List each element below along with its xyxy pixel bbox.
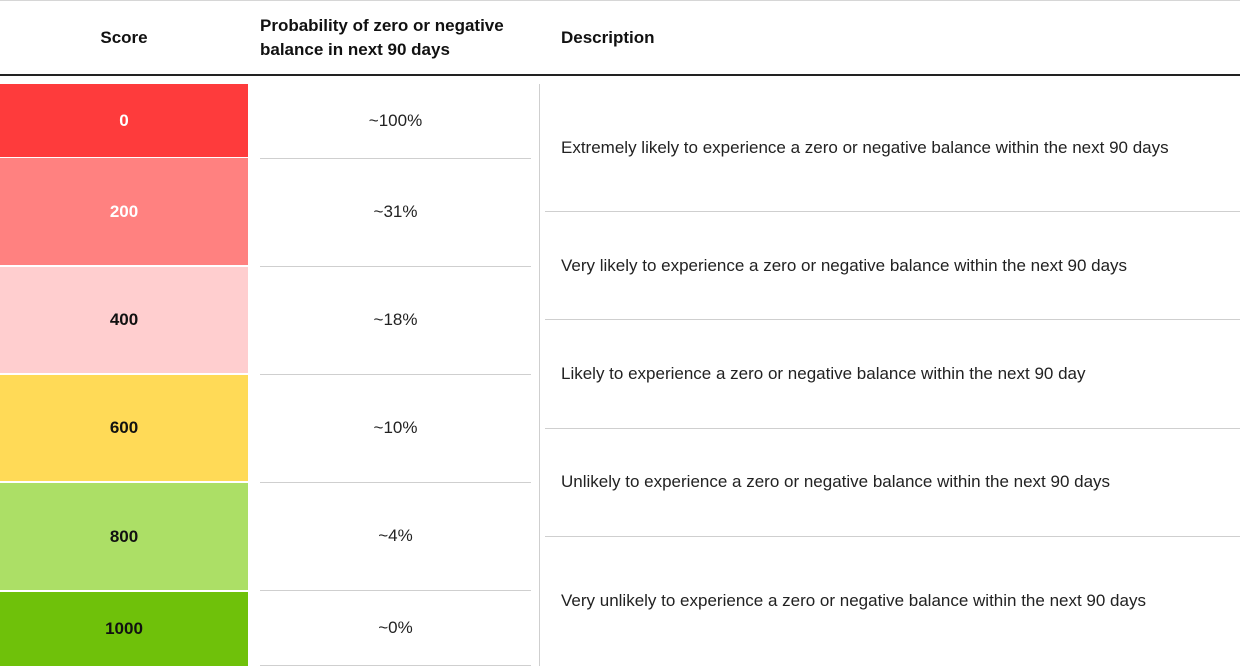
probability-cell-1000: ~0% <box>378 618 413 637</box>
description-divider <box>545 536 1240 537</box>
score-cell-200: 200 <box>0 158 248 265</box>
header-divider <box>0 74 1240 76</box>
description-divider <box>545 319 1240 320</box>
header-score: Score <box>100 28 148 47</box>
score-cell-1000: 1000 <box>0 592 248 666</box>
score-cell-600: 600 <box>0 375 248 481</box>
header-description: Description <box>561 28 655 47</box>
description-cell: Likely to experience a zero or negative … <box>561 364 1086 383</box>
probability-divider <box>260 374 531 375</box>
probability-divider <box>260 158 531 159</box>
probability-divider <box>260 266 531 267</box>
probability-cell-400: ~18% <box>373 310 418 329</box>
score-cell-0: 0 <box>0 84 248 157</box>
description-divider <box>545 211 1240 212</box>
score-cell-400: 400 <box>0 267 248 373</box>
description-cell: Extremely likely to experience a zero or… <box>561 138 1169 157</box>
table-top-border <box>0 0 1240 1</box>
probability-cell-600: ~10% <box>373 418 418 437</box>
description-divider <box>545 428 1240 429</box>
header-probability: Probability of zero or negative balance … <box>260 16 504 59</box>
probability-divider <box>260 590 531 591</box>
score-cell-800: 800 <box>0 483 248 590</box>
probability-cell-200: ~31% <box>373 202 418 221</box>
description-cell: Very unlikely to experience a zero or ne… <box>561 591 1146 610</box>
description-cell: Unlikely to experience a zero or negativ… <box>561 472 1111 491</box>
probability-cell-800: ~4% <box>378 526 413 545</box>
description-cell: Very likely to experience a zero or nega… <box>561 256 1128 275</box>
column-divider <box>539 84 540 666</box>
probability-cell-0: ~100% <box>368 111 423 130</box>
probability-divider <box>260 482 531 483</box>
